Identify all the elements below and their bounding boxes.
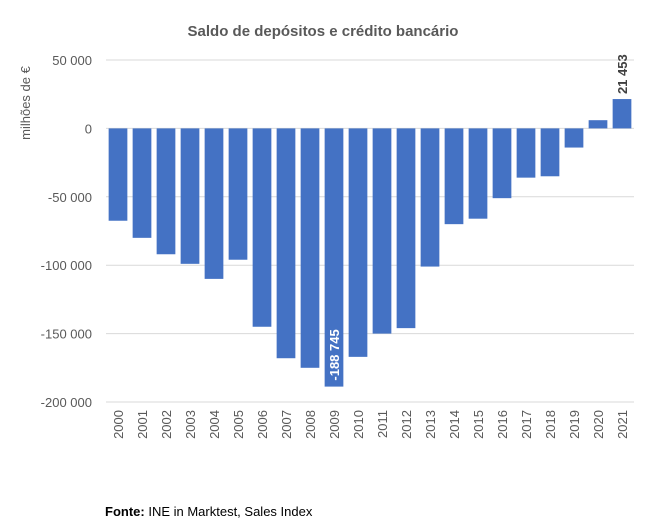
x-tick-label: 2006 xyxy=(255,410,270,439)
bar-2005 xyxy=(228,128,248,260)
x-tick-label: 2003 xyxy=(183,410,198,439)
x-tick-label: 2021 xyxy=(615,410,630,439)
bar-2004 xyxy=(204,128,224,279)
x-tick-label: 2018 xyxy=(543,410,558,439)
x-axis-ticks: 2000 2001 2002 2003 2004 2005 2006 2007 2008 2009… xyxy=(111,410,630,439)
y-axis-label: milhões de € xyxy=(18,65,33,139)
x-tick-label: 2014 xyxy=(447,410,462,439)
data-label-2021: 21 453 xyxy=(615,54,630,94)
bar-2012 xyxy=(396,128,416,329)
x-tick-label: 2005 xyxy=(231,410,246,439)
y-axis-ticks: 50 000 0 -50 000 -100 000 -150 000 -200 000 xyxy=(41,53,92,410)
data-labels: -188 745 21 453 xyxy=(327,54,630,380)
x-tick-label: 2017 xyxy=(519,410,534,439)
chart-title: Saldo de depósitos e crédito bancário xyxy=(188,23,459,40)
source-label: Fonte: xyxy=(105,504,145,519)
x-tick-label: 2015 xyxy=(471,410,486,439)
y-tick-label: 0 xyxy=(85,121,92,136)
bar-2011 xyxy=(372,128,392,334)
x-tick-label: 2000 xyxy=(111,410,126,439)
bar-2007 xyxy=(276,128,296,359)
x-tick-label: 2002 xyxy=(159,410,174,439)
x-tick-label: 2019 xyxy=(567,410,582,439)
bar-2009 xyxy=(324,128,344,387)
x-tick-label: 2020 xyxy=(591,410,606,439)
bar-2002 xyxy=(156,128,176,255)
x-tick-label: 2013 xyxy=(423,410,438,439)
bar-2015 xyxy=(468,128,488,219)
x-tick-label: 2004 xyxy=(207,410,222,439)
bar-chart: Saldo de depósitos e crédito bancário mi… xyxy=(18,23,634,439)
data-label-2009: -188 745 xyxy=(327,329,342,380)
bar-2020 xyxy=(588,120,608,129)
y-tick-label: -100 000 xyxy=(41,258,92,273)
bar-2019 xyxy=(564,128,584,148)
bars xyxy=(108,99,632,387)
bar-2017 xyxy=(516,128,536,178)
x-tick-label: 2001 xyxy=(135,410,150,439)
bar-2016 xyxy=(492,128,512,199)
x-tick-label: 2007 xyxy=(279,410,294,439)
y-tick-label: -150 000 xyxy=(41,327,92,342)
bar-2018 xyxy=(540,128,560,177)
x-tick-label: 2009 xyxy=(327,410,342,439)
bar-2006 xyxy=(252,128,272,327)
y-tick-label: -200 000 xyxy=(41,395,92,410)
y-tick-label: -50 000 xyxy=(48,190,92,205)
bar-2000 xyxy=(108,128,128,221)
x-tick-label: 2008 xyxy=(303,410,318,439)
bar-2008 xyxy=(300,128,320,368)
source-note: Fonte: INE in Marktest, Sales Index xyxy=(105,504,312,519)
bar-2001 xyxy=(132,128,152,238)
y-tick-label: 50 000 xyxy=(52,53,92,68)
x-tick-label: 2010 xyxy=(351,410,366,439)
bar-2014 xyxy=(444,128,464,225)
bar-2021 xyxy=(612,99,632,129)
x-tick-label: 2016 xyxy=(495,410,510,439)
bar-2003 xyxy=(180,128,200,264)
bar-2013 xyxy=(420,128,440,267)
x-tick-label: 2011 xyxy=(375,410,390,438)
bar-2010 xyxy=(348,128,368,357)
source-text: INE in Marktest, Sales Index xyxy=(144,504,313,519)
x-tick-label: 2012 xyxy=(399,410,414,439)
